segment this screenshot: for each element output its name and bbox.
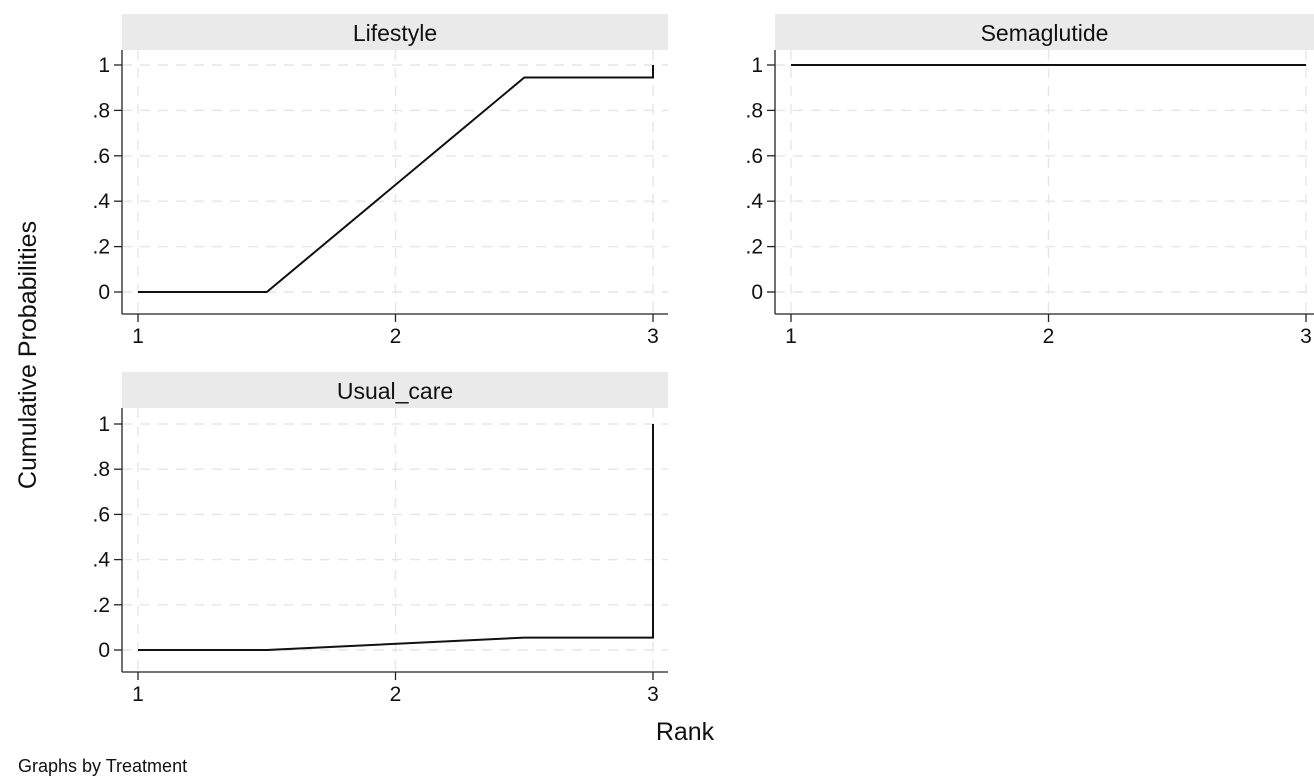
y-tick-label: 0	[751, 281, 763, 304]
y-tick-label: 1	[98, 413, 110, 436]
panel-semaglutide: Semaglutide 0 .2 .4 .6 .8 1 1 2 3	[745, 14, 1314, 348]
x-axis-title: Rank	[656, 718, 715, 746]
x-tick-label: 2	[1043, 325, 1055, 348]
y-tick-label: .6	[92, 145, 110, 168]
x-tick-label: 3	[1300, 325, 1312, 348]
x-tick-label: 1	[132, 325, 144, 348]
panel-title: Usual_care	[337, 378, 453, 404]
y-tick-label: .8	[92, 99, 110, 122]
x-tick-label: 3	[647, 325, 659, 348]
x-tick-label: 2	[390, 325, 402, 348]
panels-group: Lifestyle 0 .2 .4 .6 .8 1 1 2 3 Semaglutide 0 .2 .4 .6…	[92, 14, 1314, 706]
y-tick-label: .2	[92, 594, 110, 617]
y-tick-label: 1	[751, 54, 763, 77]
x-tick-label: 2	[390, 683, 402, 706]
panel-title: Semaglutide	[981, 20, 1109, 46]
y-tick-label: .6	[92, 503, 110, 526]
y-tick-label: 1	[98, 54, 110, 77]
y-tick-label: .2	[92, 236, 110, 259]
panel-title: Lifestyle	[353, 20, 437, 46]
y-tick-label: .4	[92, 549, 110, 572]
panel-strip	[122, 14, 668, 50]
x-tick-label: 1	[785, 325, 797, 348]
y-tick-label: 0	[98, 639, 110, 662]
panel-lifestyle: Lifestyle 0 .2 .4 .6 .8 1 1 2 3	[92, 14, 668, 348]
y-tick-label: 0	[98, 281, 110, 304]
y-tick-label: .4	[745, 190, 763, 213]
x-tick-label: 3	[647, 683, 659, 706]
by-note: Graphs by Treatment	[18, 756, 187, 776]
panel-usual_care: Usual_care 0 .2 .4 .6 .8 1 1 2 3	[92, 372, 668, 706]
x-tick-label: 1	[132, 683, 144, 706]
panel-strip	[775, 14, 1314, 50]
y-axis-title: Cumulative Probabilities	[14, 221, 42, 489]
y-tick-label: .6	[745, 145, 763, 168]
y-tick-label: .4	[92, 190, 110, 213]
y-tick-label: .8	[92, 458, 110, 481]
series-line-lifestyle	[138, 65, 654, 293]
y-tick-label: .2	[745, 236, 763, 259]
y-tick-label: .8	[745, 99, 763, 122]
series-line-usual_care	[138, 424, 654, 651]
panel-strip	[122, 372, 668, 408]
